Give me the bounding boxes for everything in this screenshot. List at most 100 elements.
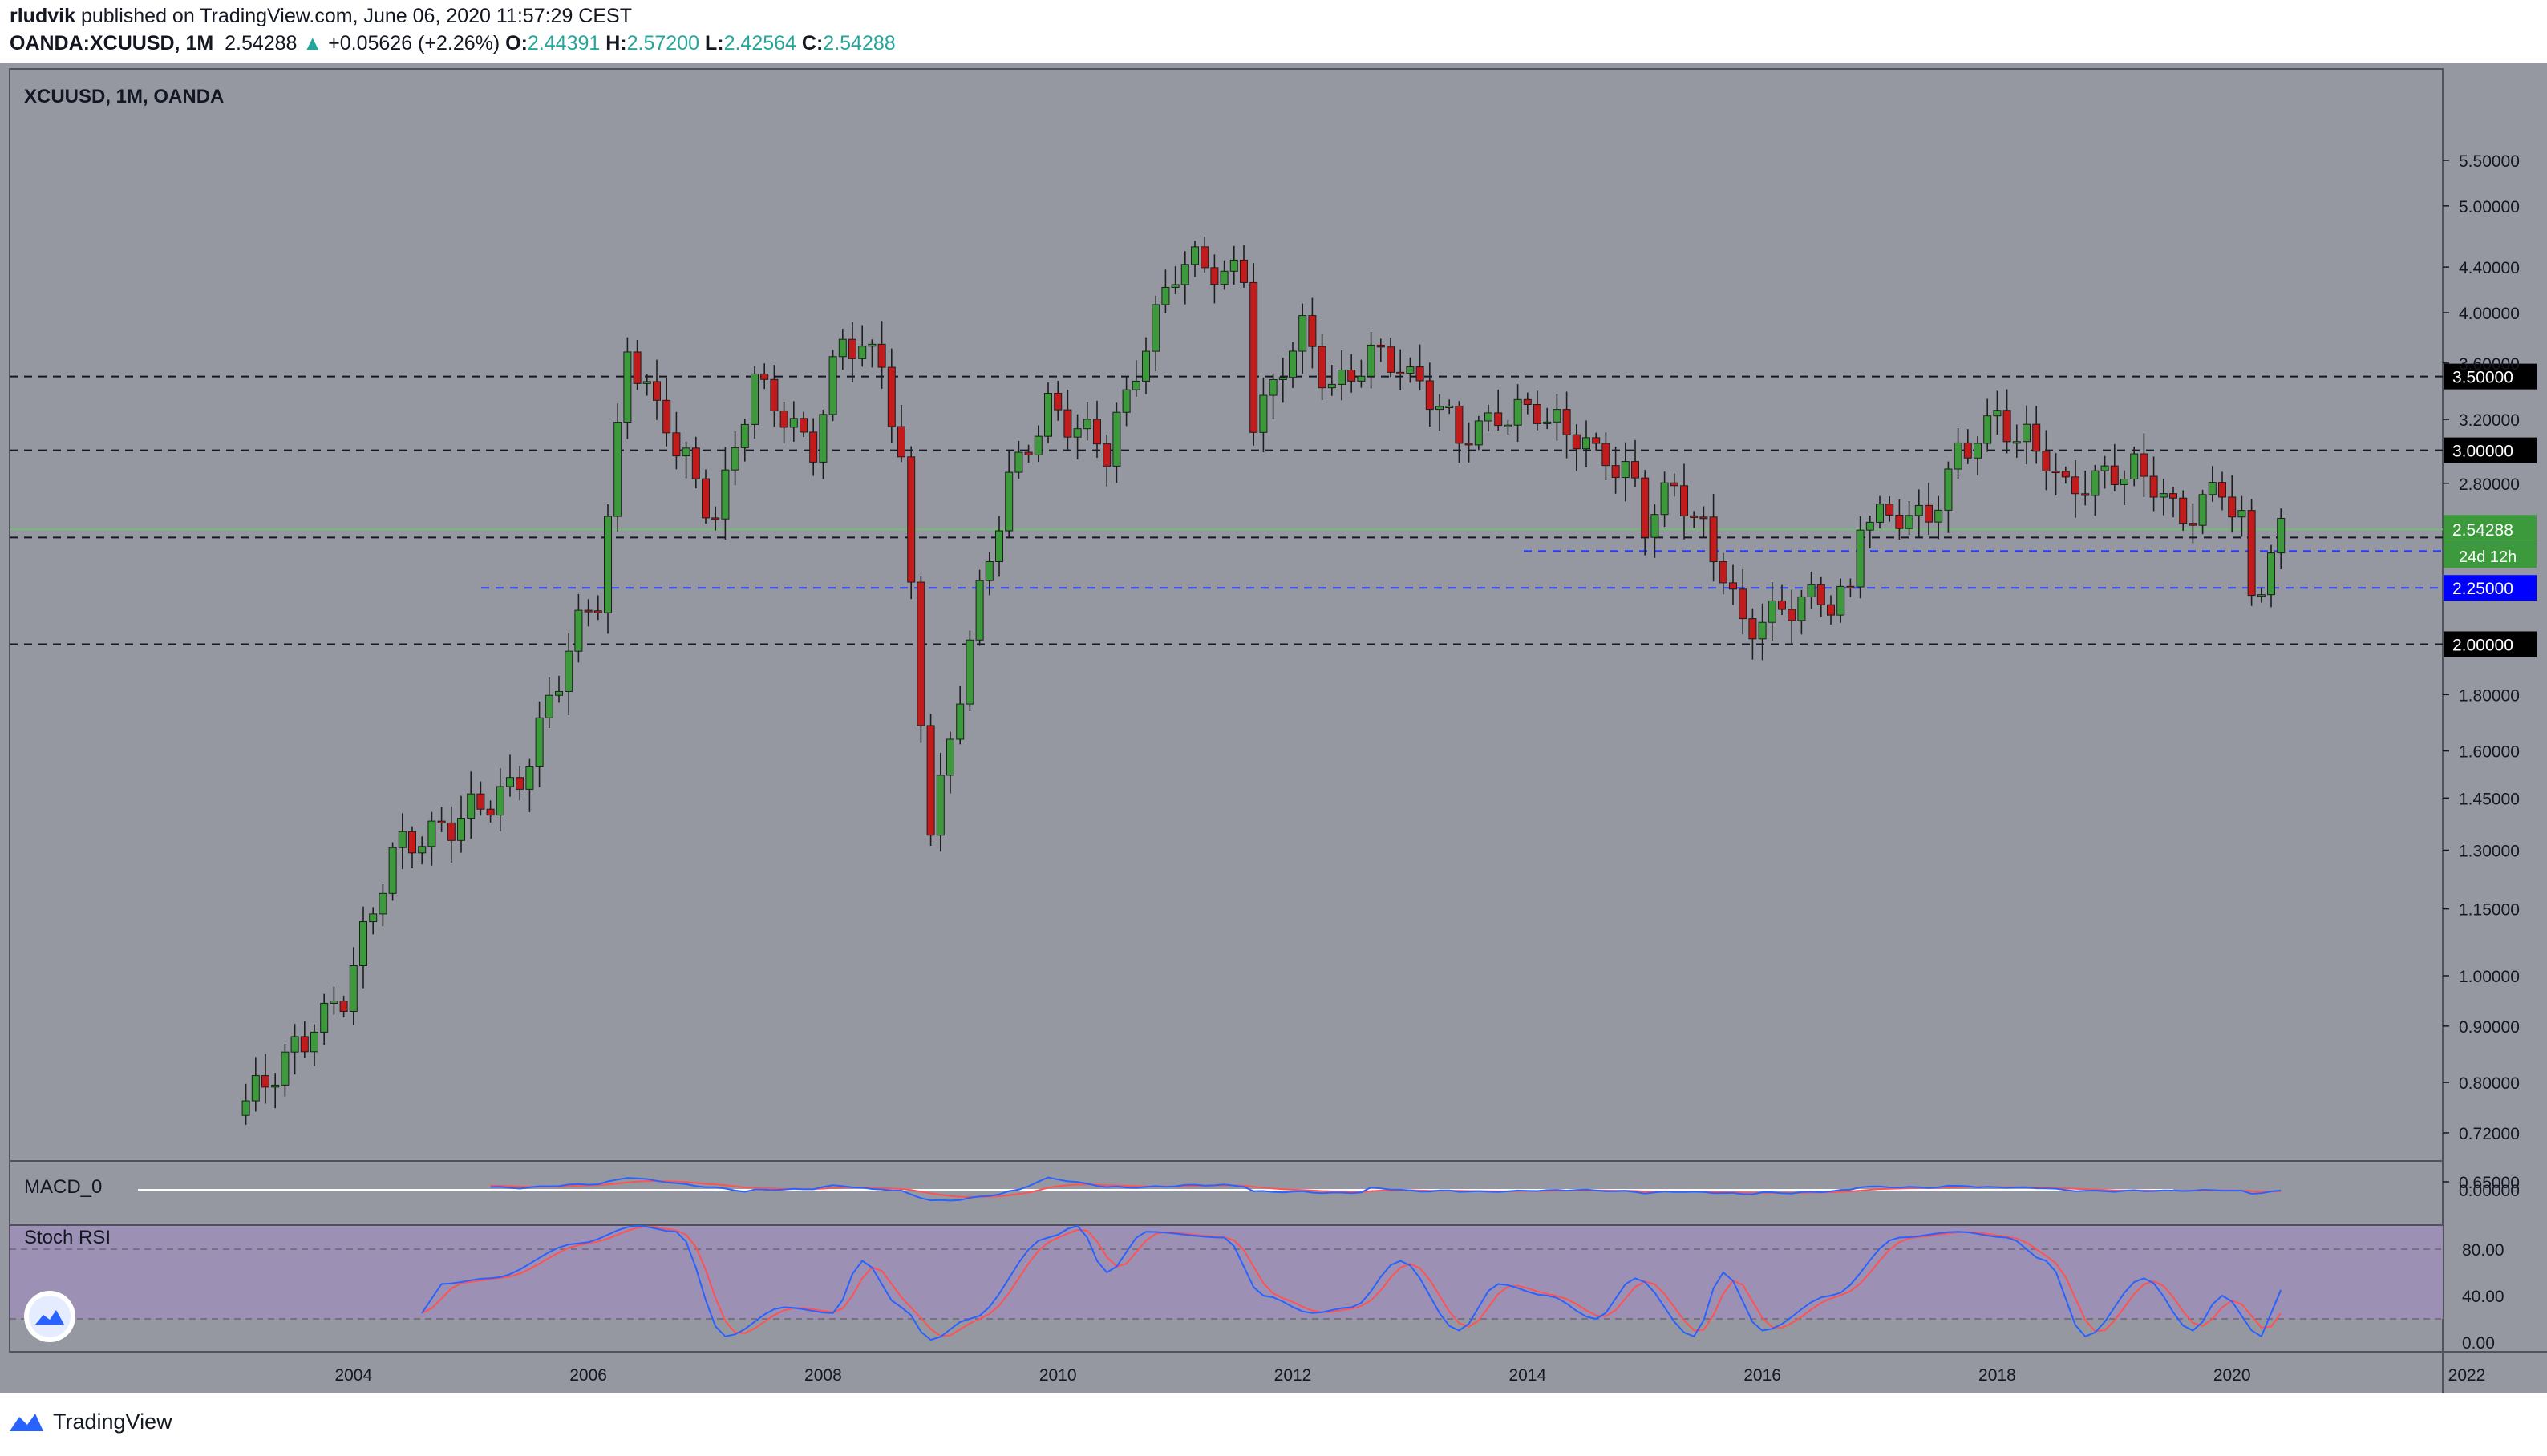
price-pane	[10, 237, 2443, 1125]
candle-body	[1885, 504, 1894, 516]
candle-body	[1983, 415, 1992, 444]
candle-body	[1278, 377, 1287, 380]
candle-body	[398, 831, 407, 848]
candle-body	[330, 1001, 338, 1004]
candle-body	[359, 921, 367, 966]
candle-body	[1024, 451, 1033, 455]
axes: 3.500003.000002.500002.000002.430002.250…	[334, 152, 2537, 1385]
level-label-box	[2444, 437, 2537, 463]
candle-body	[1083, 419, 1091, 430]
price-tick-label: 5.00000	[2459, 198, 2520, 216]
price-tick-label: 3.60000	[2459, 355, 2520, 374]
candle-body	[1905, 515, 1913, 529]
price-tick-label: 1.80000	[2459, 686, 2520, 705]
price-tick-label: 0.72000	[2459, 1125, 2520, 1143]
candle-body	[1699, 516, 1708, 520]
candle-body	[672, 432, 681, 457]
candle-body	[1993, 410, 2002, 417]
macd-tick-label: 0.00000	[2459, 1182, 2520, 1200]
candle-body	[946, 738, 954, 776]
candle-body	[1073, 428, 1082, 438]
candle-body	[907, 456, 916, 583]
candle-body	[1739, 588, 1747, 620]
stoch-tick-label: 40.00	[2462, 1288, 2504, 1306]
candle-body	[662, 399, 671, 434]
candle-body	[1367, 344, 1375, 377]
chart-canvas[interactable]: 3.500003.000002.500002.000002.430002.250…	[0, 63, 2547, 1393]
candle-body	[653, 381, 661, 401]
countdown-box	[2444, 544, 2537, 568]
macd-line	[490, 1176, 2282, 1202]
candle-body	[1132, 380, 1140, 390]
candle-body	[496, 786, 504, 816]
candle-body	[1259, 394, 1268, 433]
countdown-label: 24d 12h	[2459, 548, 2517, 566]
tv-watermark-icon[interactable]	[24, 1291, 75, 1342]
price-tick-label: 1.45000	[2459, 790, 2520, 808]
symbol-label: OANDA:XCUUSD, 1M	[10, 32, 214, 55]
candle-body	[2023, 423, 2031, 443]
time-tick-label: 2004	[334, 1366, 372, 1385]
up-arrow-icon: ▲	[302, 32, 323, 55]
time-tick-label: 2016	[1743, 1366, 1781, 1385]
candle-body	[271, 1084, 280, 1088]
candle-body	[966, 639, 974, 705]
candle-body	[1865, 521, 1874, 531]
candle-body	[1327, 383, 1336, 389]
candle-body	[1856, 529, 1865, 588]
candle-body	[1513, 398, 1522, 426]
candle-body	[2061, 471, 2070, 478]
candle-body	[506, 777, 514, 787]
candle-body	[1054, 393, 1063, 411]
candle-body	[1415, 366, 1424, 382]
candle-body	[1934, 509, 1943, 523]
author-name[interactable]: rludvik	[10, 5, 75, 27]
candle-body	[1601, 443, 1610, 467]
chart-title: XCUUSD, 1M, OANDA	[24, 86, 224, 107]
candle-body	[2169, 493, 2177, 499]
candle-body	[926, 725, 935, 836]
candle-body	[1641, 477, 1650, 538]
candle-body	[731, 447, 739, 471]
candle-body	[349, 965, 358, 1012]
candle-body	[702, 478, 710, 519]
price-tick-label: 3.20000	[2459, 411, 2520, 430]
last-price-label: 2.54288	[2452, 521, 2513, 540]
candle-body	[2012, 441, 2021, 444]
candle-body	[1044, 393, 1052, 437]
candle-body	[1748, 618, 1757, 640]
candle-body	[2237, 510, 2246, 518]
candle-body	[1944, 468, 1953, 511]
candle-body	[1191, 246, 1199, 265]
candle-body	[1582, 437, 1590, 450]
candle-body	[379, 892, 387, 915]
tradingview-brand[interactable]: TradingView	[8, 1409, 172, 1434]
macd-pane	[138, 1176, 2282, 1202]
candle-body	[2218, 482, 2226, 498]
candle-body	[467, 793, 476, 819]
candle-body	[1484, 412, 1492, 422]
brand-name: TradingView	[53, 1409, 172, 1434]
candle-body	[1240, 259, 1248, 283]
candle-body	[1289, 350, 1297, 378]
candle-body	[418, 846, 427, 854]
candle-body	[2208, 482, 2217, 495]
candle-body	[310, 1031, 318, 1053]
publish-info: published on TradingView.com, June 06, 2…	[80, 5, 632, 27]
candle-body	[956, 703, 965, 740]
candle-body	[751, 373, 759, 425]
candle-body	[828, 356, 837, 415]
candle-body	[2032, 423, 2041, 452]
candle-body	[819, 414, 828, 463]
candle-body	[1543, 421, 1552, 424]
candle-body	[437, 820, 446, 823]
candle-body	[447, 822, 456, 841]
candle-body	[2228, 496, 2237, 518]
level-label: 2.25000	[2452, 580, 2513, 598]
price-tick-label: 1.30000	[2459, 842, 2520, 860]
candle-body	[770, 378, 779, 411]
time-tick-label: 2012	[1274, 1366, 1312, 1385]
candle-body	[2247, 510, 2256, 597]
candle-body	[2267, 552, 2275, 596]
candle-body	[486, 808, 495, 816]
